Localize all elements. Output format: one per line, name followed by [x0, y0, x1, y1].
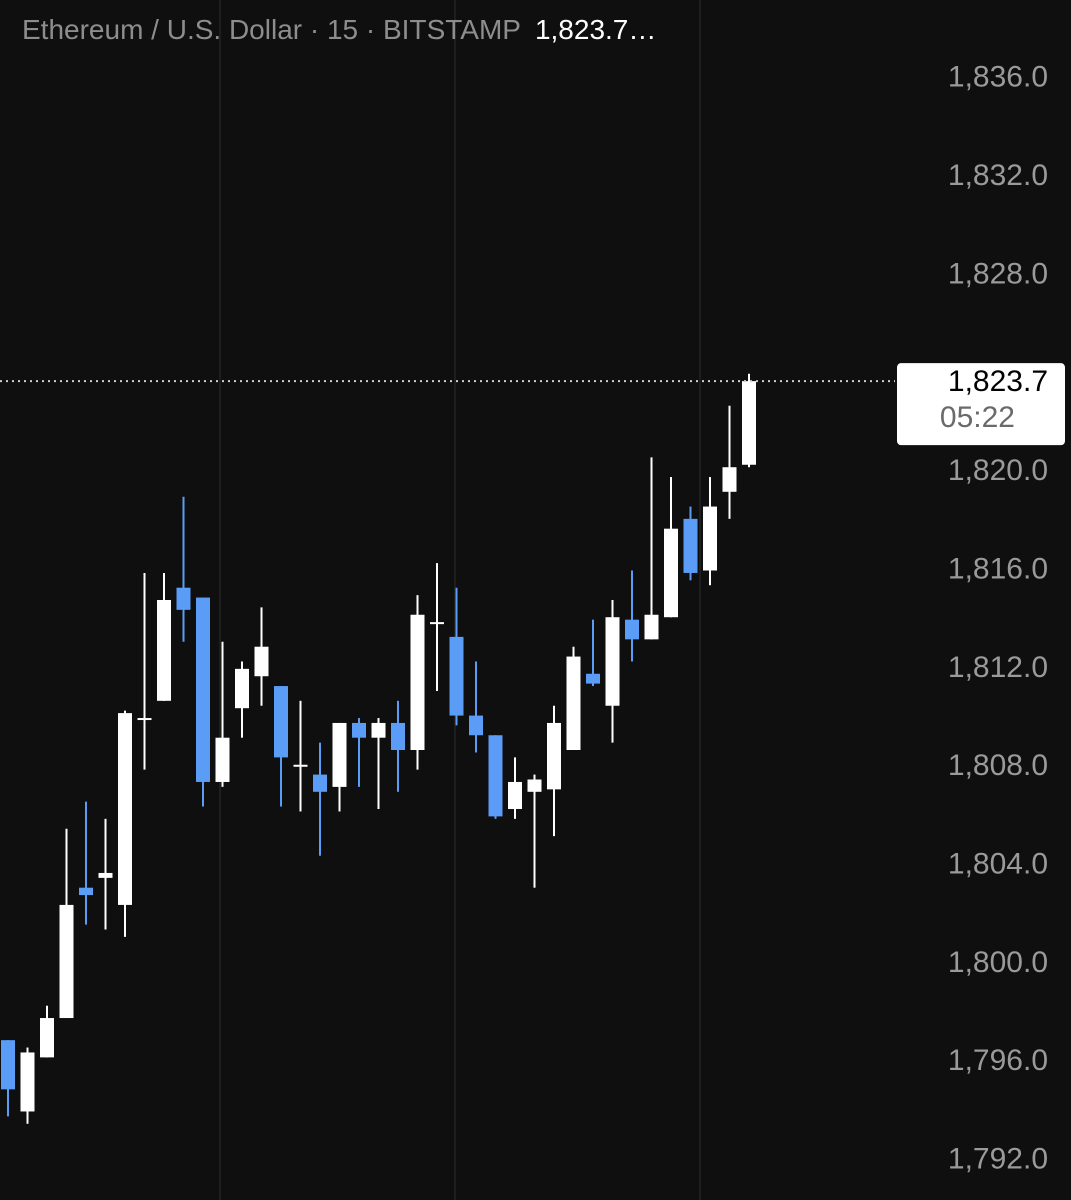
candle-body — [508, 781, 522, 810]
candle-body — [40, 1018, 54, 1058]
candle-body — [410, 614, 425, 750]
candle-body — [98, 872, 113, 878]
countdown: 05:22 — [940, 401, 1015, 434]
candle-body — [469, 715, 483, 736]
candle-body — [235, 668, 249, 709]
candle-body — [59, 904, 74, 1019]
candle-body — [293, 764, 308, 767]
candle-body — [605, 617, 620, 706]
candle-body — [449, 636, 464, 716]
y-tick-label: 1,812.0 — [948, 651, 1048, 684]
candle-body — [254, 646, 269, 677]
candles — [1, 373, 756, 1124]
candle-body — [176, 587, 191, 610]
y-tick-label: 1,820.0 — [948, 454, 1048, 487]
candle-body — [352, 722, 366, 738]
price-box — [897, 363, 1065, 446]
candle-body — [527, 779, 542, 792]
price-label: 1,823.7 — [948, 365, 1048, 398]
candle-body — [586, 673, 600, 684]
y-tick-label: 1,832.0 — [948, 159, 1048, 192]
candle-body — [157, 600, 171, 701]
candle-body — [1, 1040, 15, 1090]
y-tick-label: 1,800.0 — [948, 946, 1048, 979]
candle-body — [137, 718, 152, 721]
candle-body — [664, 528, 678, 618]
candle-body — [313, 774, 327, 792]
candle-body — [196, 597, 210, 782]
header-price: 1,823.7… — [534, 14, 657, 45]
candle-body — [742, 381, 756, 465]
candle-body — [722, 467, 737, 492]
y-tick-label: 1,816.0 — [948, 552, 1048, 585]
y-tick-label: 1,796.0 — [948, 1044, 1048, 1077]
candle-body — [20, 1052, 35, 1112]
candle-body — [274, 686, 288, 758]
y-tick-label: 1,828.0 — [948, 257, 1048, 290]
candle-body — [215, 737, 230, 782]
candle-body — [547, 722, 561, 790]
y-tick-label: 1,808.0 — [948, 749, 1048, 782]
candle-body — [371, 722, 386, 738]
candle-body — [644, 614, 659, 640]
symbol-title: Ethereum / U.S. Dollar · 15 · BITSTAMP — [22, 14, 521, 45]
candle-body — [430, 622, 444, 625]
candle-body — [118, 713, 132, 905]
candle-body — [332, 722, 347, 787]
candle-body — [79, 887, 93, 896]
candle-body — [488, 735, 503, 817]
candle-body — [683, 518, 698, 573]
candle-body — [566, 656, 581, 750]
candle-body — [391, 722, 405, 750]
header: Ethereum / U.S. Dollar · 15 · BITSTAMP 1,… — [22, 14, 656, 46]
y-tick-label: 1,804.0 — [948, 847, 1048, 880]
y-tick-label: 1,836.0 — [948, 61, 1048, 94]
y-tick-label: 1,792.0 — [948, 1143, 1048, 1176]
candle-body — [625, 619, 639, 640]
candle-body — [703, 506, 717, 571]
